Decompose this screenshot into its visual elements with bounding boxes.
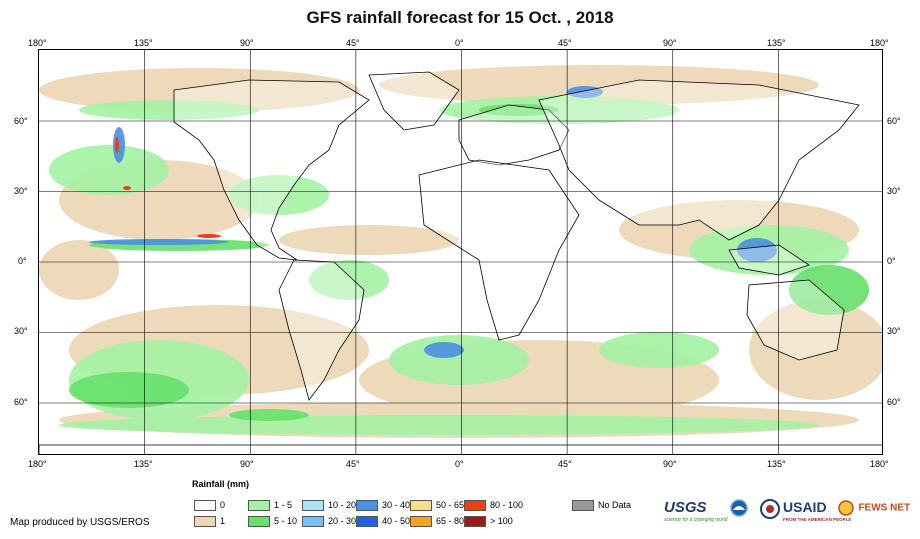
lon-label-bottom-90w: 90° (240, 459, 254, 469)
legend-swatch (356, 516, 378, 527)
legend-label: 50 - 65 (436, 500, 465, 510)
usaid-logo: USAID FROM THE AMERICAN PEOPLE (783, 499, 852, 529)
legend-label: 0 (220, 500, 226, 510)
map-credit: Map produced by USGS/EROS (10, 517, 150, 528)
map-title: GFS rainfall forecast for 15 Oct. , 2018 (306, 8, 614, 27)
legend-label: 80 - 100 (490, 500, 524, 510)
lon-label-bottom-135e: 135° (767, 459, 786, 469)
legend-swatch (410, 500, 432, 511)
continent-outlines (39, 71, 882, 454)
usaid-seal (760, 499, 780, 529)
fewsnet-logo: FEWS NET (838, 499, 916, 529)
usaid-seal-icon (760, 499, 780, 519)
lon-label-bottom-135w: 135° (134, 459, 153, 469)
usgs-wordmark: USGS (664, 499, 707, 516)
lon-label-top-0: 0° (455, 38, 464, 48)
lon-label-top-135w: 135° (134, 38, 153, 48)
rainfall-map (38, 49, 883, 455)
legend-swatch (464, 500, 486, 511)
rainfall-heavy-areas (69, 104, 869, 421)
legend-swatch (302, 500, 324, 511)
legend-label: 20 - 30 (328, 516, 357, 526)
greenland (368, 71, 460, 131)
antarctica (39, 444, 882, 454)
legend-swatch (356, 500, 378, 511)
lat-label-left-30n: 30° (14, 186, 28, 196)
lon-label-top-90e: 90° (663, 38, 677, 48)
graticule (39, 50, 882, 454)
lon-label-bottom-45w: 45° (346, 459, 360, 469)
legend-label: 65 - 80 (436, 516, 465, 526)
legend-swatch (194, 516, 216, 527)
lon-label-top-135e: 135° (767, 38, 786, 48)
lon-label-top-90w: 90° (240, 38, 254, 48)
lat-label-left-60s: 60° (14, 397, 28, 407)
lon-label-bottom-180w: 180° (28, 459, 47, 469)
lon-label-top-45w: 45° (346, 38, 360, 48)
legend-label: > 100 (490, 516, 513, 526)
lat-label-left-60n: 60° (14, 116, 28, 126)
legend-swatch (572, 500, 594, 511)
lon-label-bottom-180e: 180° (870, 459, 889, 469)
fewsnet-globe-icon (838, 500, 854, 516)
usgs-logo: USGS science for a changing world (664, 499, 728, 529)
legend-label: 1 (220, 516, 226, 526)
rainfall-very-heavy-areas (89, 86, 777, 358)
legend-swatch (464, 516, 486, 527)
usaid-tagline: FROM THE AMERICAN PEOPLE (783, 517, 852, 522)
rainfall-extreme-areas (115, 137, 221, 238)
legend-swatch (194, 500, 216, 511)
lon-label-top-180e: 180° (870, 38, 889, 48)
lat-label-right-30s: 30° (887, 326, 901, 336)
fewsnet-wordmark: FEWS NET (858, 502, 911, 514)
rainfall-map-canvas (39, 50, 882, 454)
legend-swatch (302, 516, 324, 527)
usaid-wordmark: USAID (783, 499, 827, 515)
legend-label: 5 - 10 (274, 516, 298, 526)
legend-label: 1 - 5 (274, 500, 293, 510)
lat-label-right-60s: 60° (887, 397, 901, 407)
legend-label: 10 - 20 (328, 500, 357, 510)
legend-swatch (410, 516, 432, 527)
noaa-logo (730, 499, 748, 529)
legend-label: 30 - 40 (382, 500, 411, 510)
legend-label: No Data (598, 500, 632, 510)
usgs-tagline: science for a changing world (664, 517, 728, 523)
lat-label-left-0: 0° (18, 256, 27, 266)
southeast-asia-islands (728, 244, 810, 276)
lon-label-top-45e: 45° (558, 38, 572, 48)
legend-title: Rainfall (mm) (192, 479, 250, 489)
lon-label-bottom-45e: 45° (558, 459, 572, 469)
legend-label: 40 - 50 (382, 516, 411, 526)
noaa-emblem-icon (730, 499, 748, 517)
north-america (173, 79, 370, 261)
lat-label-right-0: 0° (887, 256, 896, 266)
lon-label-bottom-90e: 90° (663, 459, 677, 469)
legend-swatch (248, 516, 270, 527)
lon-label-bottom-0: 0° (455, 459, 464, 469)
legend-swatch (248, 500, 270, 511)
lat-label-right-30n: 30° (887, 186, 901, 196)
lon-label-top-180w: 180° (28, 38, 47, 48)
south-america (278, 259, 365, 401)
europe (458, 104, 570, 166)
lat-label-left-30s: 30° (14, 326, 28, 336)
lat-label-right-60n: 60° (887, 116, 901, 126)
australia (746, 279, 845, 361)
asia (538, 79, 860, 241)
africa (418, 159, 580, 341)
